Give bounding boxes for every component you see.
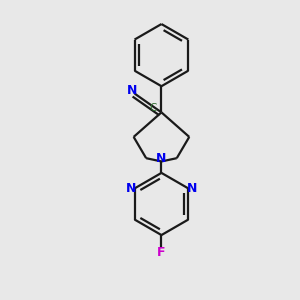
Text: C: C [149, 103, 157, 113]
Text: N: N [127, 85, 137, 98]
Text: F: F [157, 246, 166, 259]
Text: N: N [156, 152, 167, 165]
Text: N: N [125, 182, 136, 195]
Text: N: N [187, 182, 197, 195]
